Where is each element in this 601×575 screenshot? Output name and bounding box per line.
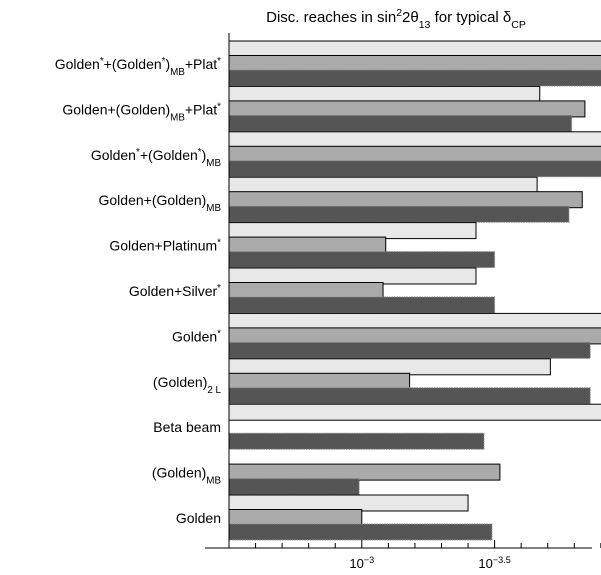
bar-series-3 [228,69,601,87]
category-label: Golden [176,510,221,526]
x-tick-label: 10−3 [349,555,374,571]
bar-group [228,85,586,132]
bar-series-1 [228,40,601,58]
bar-group [228,403,601,450]
category-label: Golden*+(Golden*)MB [91,146,222,168]
bar-group [228,40,601,87]
bar-series-1 [228,267,477,285]
bar-series-3 [228,523,493,541]
category-label: Golden+(Golden)MB+Plat* [62,101,221,123]
bar-series-2 [228,463,501,481]
category-label: (Golden)2 L [153,374,222,396]
bar-series-2 [228,509,363,526]
bar-series-2 [228,100,586,118]
category-label: Golden* [172,328,221,345]
bar-series-1 [228,222,477,240]
bar-group [228,222,496,269]
chart-title: Disc. reaches in sin22θ13 for typical δC… [266,7,526,31]
category-label: Beta beam [153,419,221,435]
bar-series-1 [228,176,538,194]
bar-series-3 [228,387,591,405]
bar-group [228,176,583,223]
bar-series-2 [228,282,384,299]
bar-group [228,312,601,359]
bar-series-2 [228,191,583,209]
category-label: Golden*+(Golden*)MB+Plat* [55,56,221,78]
category-labels: Golden*+(Golden*)MB+Plat* Golden+(Golden)… [55,56,222,527]
bar-series-3 [228,205,570,223]
bar-series-1 [228,312,601,330]
bar-series-3 [228,114,573,132]
bar-series-2 [228,372,411,390]
bar-series-3 [228,296,496,314]
bar-series-1 [228,494,469,512]
bar-series-1 [228,131,601,149]
category-label: Golden+Platinum* [109,237,221,254]
x-axis: 10−310−3.510−410−4.5 [205,33,601,571]
bar-series-1 [228,85,541,103]
bar-series-1 [228,403,601,421]
bar-series-3 [228,160,601,178]
bar-group [228,494,493,541]
bar-series-2 [228,55,601,72]
category-label: Golden+Silver* [129,283,221,300]
bar-series-2 [228,145,601,163]
category-label: Golden+(Golden)MB [99,192,222,214]
bar-series-3 [228,251,496,269]
bar-series-3 [228,432,485,450]
bar-group [228,358,591,405]
bars-group [228,40,601,541]
bar-series-3 [228,341,591,359]
bar-series-2 [228,236,387,254]
bar-series-3 [228,478,360,496]
bar-group [228,131,601,178]
x-tick-label: 10−3.5 [478,555,510,571]
bar-series-2 [228,327,601,345]
bar-group [228,463,501,496]
bar-group [228,267,496,314]
category-label: (Golden)MB [152,465,222,487]
bar-series-1 [228,358,551,376]
